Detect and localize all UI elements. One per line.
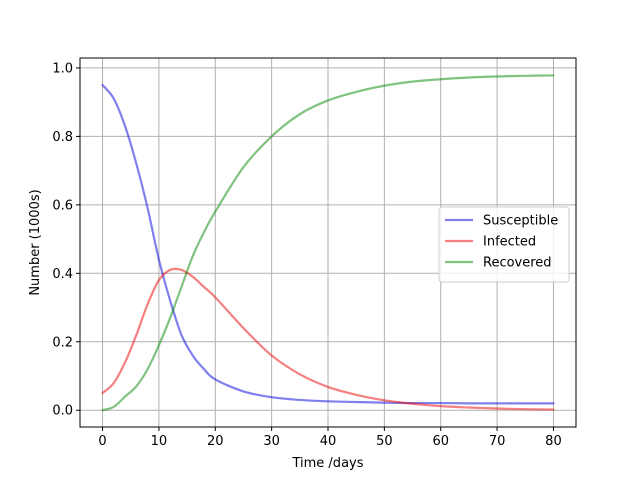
series-line-infected <box>101 267 555 411</box>
x-tick-label: 0 <box>98 434 106 449</box>
legend-entry-recovered: Recovered <box>483 256 552 271</box>
series-line-recovered <box>101 74 555 412</box>
x-tick-label: 20 <box>207 434 224 449</box>
x-axis-label: Time /days <box>291 456 363 471</box>
legend-box <box>438 206 570 283</box>
x-tick-label: 40 <box>320 434 337 449</box>
series-layer <box>101 74 555 412</box>
x-tick-label: 80 <box>545 434 562 449</box>
y-tick-label: 0.8 <box>52 130 73 145</box>
y-tick-label: 1.0 <box>52 61 73 76</box>
y-tick-label: 0.0 <box>52 404 73 419</box>
y-tick-label: 0.4 <box>52 267 73 282</box>
ticks: 0 10 20 30 40 50 60 70 80 0.0 0.2 0.4 0.6 0.8 1.0 <box>52 61 561 449</box>
x-tick-label: 30 <box>263 434 280 449</box>
x-tick-label: 70 <box>489 434 506 449</box>
legend-entry-infected: Infected <box>483 235 536 250</box>
legend: Susceptible Infected Recovered <box>438 206 570 283</box>
y-axis-label: Number (1000s) <box>28 189 43 295</box>
x-tick-label: 60 <box>432 434 449 449</box>
series-line-susceptible <box>101 83 555 405</box>
x-tick-label: 50 <box>376 434 393 449</box>
legend-entry-susceptible: Susceptible <box>483 214 558 229</box>
y-tick-label: 0.6 <box>52 198 73 213</box>
x-tick-label: 10 <box>151 434 168 449</box>
y-tick-label: 0.2 <box>52 335 73 350</box>
grid <box>80 58 576 427</box>
